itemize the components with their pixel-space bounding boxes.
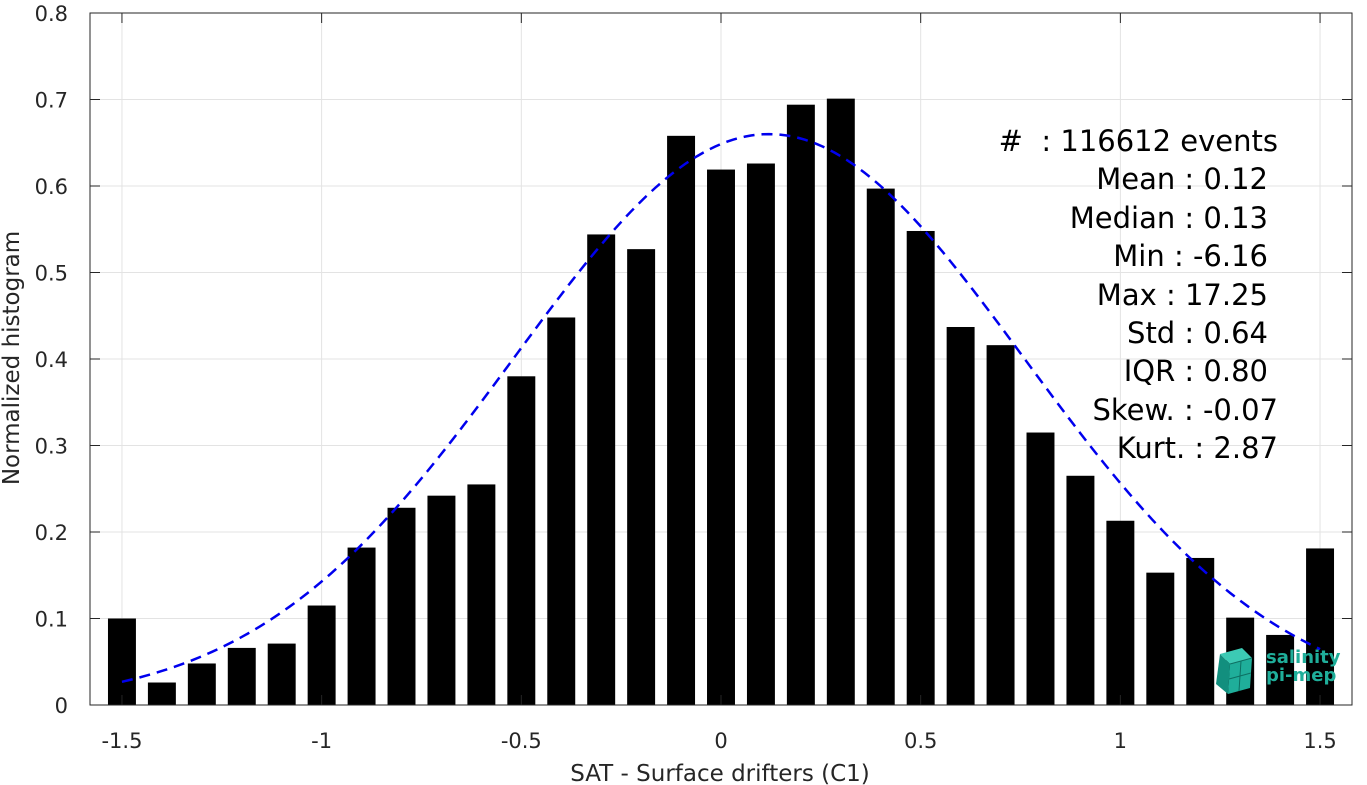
bars: [107, 98, 1335, 706]
histogram-bar: [1186, 557, 1215, 705]
histogram-bar: [267, 643, 296, 705]
histogram-bar: [667, 135, 696, 705]
x-tick-label: 0.5: [904, 729, 937, 753]
logo-cube-icon: [1216, 648, 1253, 694]
histogram-bar: [1066, 475, 1095, 705]
histogram-bar: [1106, 520, 1135, 705]
histogram-bar: [227, 647, 256, 705]
x-axis: -1.5 -1 -0.5 0 0.5 1 1.5: [101, 13, 1337, 753]
histogram-bar: [507, 376, 536, 705]
histogram-bar: [467, 484, 496, 705]
histogram-bar: [107, 618, 136, 705]
histogram-bar: [187, 663, 216, 705]
y-tick-label: 0.6: [35, 175, 68, 199]
y-tick-label: 0.3: [35, 435, 68, 459]
x-tick-label: -0.5: [501, 729, 542, 753]
histogram-bar: [1146, 572, 1175, 705]
x-tick-label: 0: [714, 729, 727, 753]
histogram-bar: [1266, 634, 1295, 705]
salinity-pi-mep-logo: salinity pi-mep: [1216, 648, 1346, 696]
histogram-bar: [627, 249, 656, 705]
histogram-bar: [786, 104, 815, 705]
statistics-panel: # : 116612 events Mean : 0.12 Median : 0…: [999, 122, 1278, 468]
stat-std: Std : 0.64: [1127, 316, 1268, 351]
histogram-bar: [946, 326, 975, 705]
logo-text: salinity pi-mep: [1266, 647, 1341, 686]
y-tick-label: 0.5: [35, 262, 68, 286]
histogram-bar: [1026, 432, 1055, 705]
histogram-bar: [547, 317, 576, 705]
y-tick-label: 0.2: [35, 521, 68, 545]
stat-kurt: Kurt. : 2.87: [1116, 431, 1278, 466]
x-tick-label: -1: [311, 729, 332, 753]
histogram-bar: [347, 547, 376, 705]
histogram-bar: [826, 98, 855, 705]
stat-mean: Mean : 0.12: [1096, 162, 1268, 197]
histogram-bar: [587, 234, 616, 705]
histogram-bar: [986, 345, 1015, 705]
stat-events: # : 116612 events: [998, 124, 1278, 158]
histogram-bar: [147, 682, 176, 705]
x-tick-label: 1.5: [1303, 729, 1336, 753]
histogram-bar: [746, 163, 775, 705]
y-tick-label: 0.8: [35, 2, 68, 26]
x-tick-label: 1: [1114, 729, 1127, 753]
stat-iqr: IQR : 0.80: [1123, 354, 1268, 389]
y-tick-label: 0.4: [35, 348, 68, 372]
histogram-bar: [1306, 548, 1335, 705]
histogram-bar: [387, 507, 416, 705]
histogram-bar: [866, 188, 895, 706]
stat-skew: Skew. : -0.07: [1092, 392, 1278, 427]
histogram-bar: [427, 495, 456, 705]
stat-min: Min : -6.16: [1113, 239, 1268, 274]
y-tick-label: 0.1: [35, 608, 68, 632]
y-tick-label: 0.7: [35, 89, 68, 113]
stat-max: Max : 17.25: [1096, 277, 1268, 312]
y-axis: 0 0.1 0.2 0.3 0.4 0.5 0.6 0.7 0.8: [35, 2, 1352, 718]
x-tick-label: -1.5: [101, 729, 142, 753]
y-tick-label: 0: [55, 694, 68, 718]
histogram-bar: [906, 230, 935, 706]
x-axis-label: SAT - Surface drifters (C1): [570, 761, 870, 785]
stat-median: Median : 0.13: [1069, 200, 1268, 235]
normal-fit-curve: [121, 132, 1321, 684]
y-axis-label: Normalized histogram: [0, 231, 25, 485]
histogram-bar: [707, 169, 735, 705]
histogram-bar: [307, 605, 336, 705]
